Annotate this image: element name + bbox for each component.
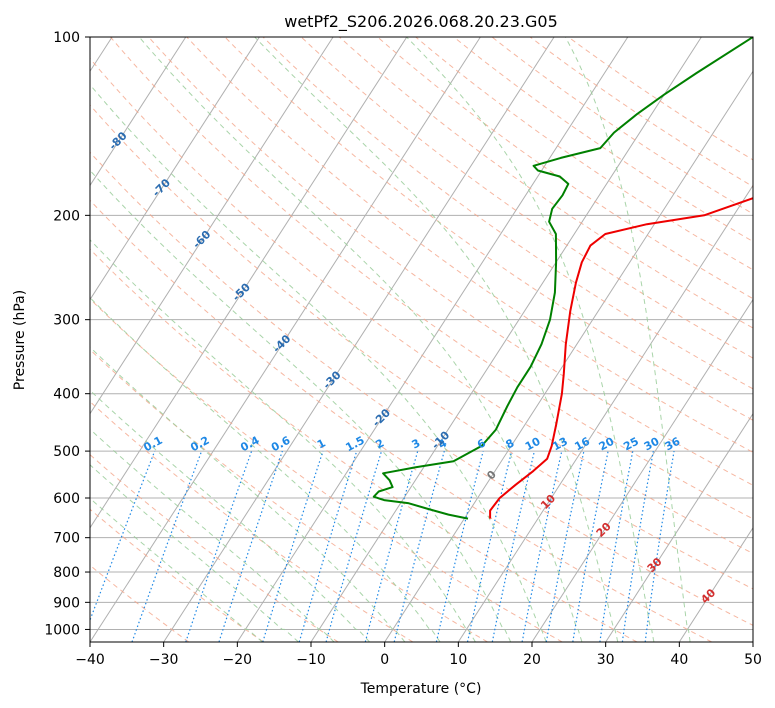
dry-adiabat-line [90,400,414,642]
x-tick-label: 0 [380,652,389,668]
moist-adiabat-line [90,389,370,642]
x-tick-label: 20 [523,652,541,668]
skew-isotherm-line [90,37,334,415]
plot-area [90,37,753,642]
x-tick-label: 50 [744,652,762,668]
dry-adiabat-line [90,199,712,642]
mixing-ratio-label: 25 [621,435,641,454]
moist-adiabat-line [90,239,476,642]
mixing-ratio-line [435,450,484,642]
mixing-ratio-label: 13 [550,435,570,454]
moist-adiabat-line [406,37,655,642]
dry-adiabat-line [262,37,753,390]
dry-adiabat-line [224,37,753,421]
dry-adiabat-line [90,57,753,555]
x-tick-label: −20 [223,652,253,668]
dry-adiabat-line [90,151,753,626]
moist-adiabat-line [90,428,335,642]
sounding-series [372,37,753,520]
y-tick-label: 900 [53,595,80,611]
mixing-ratio-line [218,450,283,642]
dry-adiabat-line [453,37,753,243]
background-lines [90,37,753,642]
mixing-ratio-line [185,450,253,642]
mixing-ratio-label: 30 [642,435,662,454]
skew-isotherm-line [90,37,187,187]
dry-adiabat-line [90,298,563,642]
x-tick-label: −30 [149,652,179,668]
dry-adiabat-line [90,104,753,590]
x-tick-label: −40 [75,652,105,668]
moist-adiabat-line [90,346,406,642]
skew-isotherm-line [236,37,629,642]
skew-isotherm-line [457,184,753,642]
mixing-ratio-line [364,450,419,642]
mixing-ratio-line [131,450,203,642]
mixing-ratio-label: 20 [597,435,617,454]
mixing-ratio-line [262,450,324,642]
y-tick-label: 200 [53,208,80,224]
mixing-ratio-label: 36 [663,435,683,454]
temperature-line [489,197,753,519]
x-tick-label: 40 [670,652,688,668]
axis-ticks: −40 −30 −20 −10 0 10 20 30 40 50 1000 900 800 700 600 5… [44,30,762,668]
mixing-ratio-line [491,450,535,642]
mixing-ratio-line [393,450,445,642]
dry-adiabat-line [300,37,753,359]
x-tick-label: −10 [296,652,326,668]
skew-isotherm-line [163,37,555,642]
moist-adiabat-line [90,464,299,642]
dry-adiabat-line [148,37,753,486]
x-tick-label: 30 [597,652,615,668]
mixing-ratio-label: 16 [572,435,592,454]
skew-isotherm-line [90,37,408,529]
skew-isotherm-line [90,37,481,642]
y-tick-label: 100 [53,30,80,46]
mixing-ratio-line [325,450,383,642]
mixing-ratio-line [298,450,358,642]
skew-isotherm-line [310,37,702,642]
dry-adiabat-line [491,37,753,215]
moist-adiabat-line [90,497,263,642]
mixing-ratio-label: 10 [523,435,543,454]
skew-isotherm-line [384,70,753,642]
skew-isotherm-line [678,526,753,642]
dry-adiabat-line [415,37,753,271]
mixing-ratio-line [90,450,156,622]
mixing-ratio-line [621,450,654,642]
y-tick-label: 300 [53,313,80,329]
moist-adiabat-line [90,83,547,642]
y-tick-label: 600 [53,491,80,507]
dewpoint-line [372,37,753,520]
skew-isotherm-line [605,412,753,642]
plot-frame [89,36,754,643]
dry-adiabat-line [90,348,488,642]
moist-adiabat-line [90,296,441,642]
y-tick-label: 800 [53,565,80,581]
y-tick-label: 400 [53,387,80,403]
x-axis-label: Temperature (°C) [360,681,482,697]
dry-adiabat-line [186,37,753,453]
y-axis-label: Pressure (hPa) [12,290,28,390]
skew-isotherm-line [90,37,260,301]
mixing-ratio-line [466,450,513,642]
moist-adiabat-line [564,37,691,642]
dry-adiabat-line [568,37,753,161]
mixing-ratio-line [644,450,675,642]
y-tick-label: 700 [53,531,80,547]
y-tick-label: 500 [53,444,80,460]
dry-adiabat-line [110,37,753,520]
moist-adiabat-line [90,169,512,642]
y-tick-label: 1000 [44,622,80,638]
x-tick-label: 10 [449,652,467,668]
chart-title: wetPf2_S206.2026.068.20.23.G05 [284,12,558,32]
skew-isotherm-line [531,298,753,642]
